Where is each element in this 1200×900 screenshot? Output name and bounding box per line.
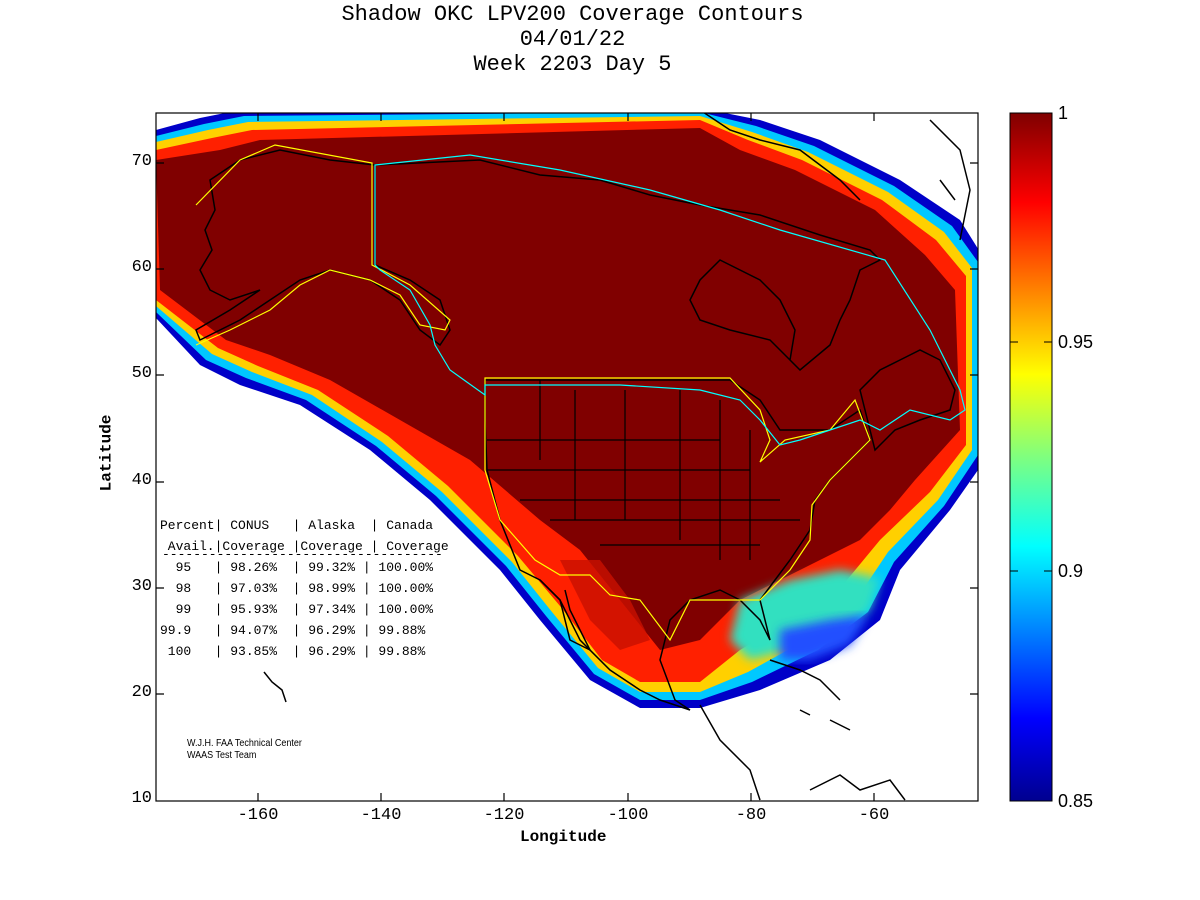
credit-line-2: WAAS Test Team [187, 750, 257, 761]
colorbar-label-max: 1 [1058, 103, 1069, 123]
chart-title-line-1: Shadow OKC LPV200 Coverage Contours [341, 2, 804, 27]
y-tick-label: 40 [131, 471, 152, 490]
chart-title-line-3: Week 2203 Day 5 [473, 52, 672, 77]
y-tick-label: 10 [131, 789, 152, 808]
chart-title-line-2: 04/01/22 [519, 27, 626, 52]
table-row: 99.9 | 94.07% | 96.29% | 99.88% [160, 623, 426, 638]
y-tick-label: 50 [131, 364, 152, 383]
table-row: 99 | 95.93% | 97.34% | 100.00% [160, 602, 434, 617]
colorbar [1009, 112, 1053, 802]
colorbar-label-min: 0.85 [1058, 791, 1094, 811]
x-tick-label: -60 [858, 806, 890, 825]
y-tick-label: 70 [131, 152, 152, 171]
table-header-1: Percent| CONUS | Alaska | Canada [160, 518, 434, 533]
x-tick-label: -120 [483, 806, 525, 825]
y-tick-label: 30 [131, 577, 152, 596]
x-tick-label: -140 [360, 806, 402, 825]
y-tick-label: 20 [131, 683, 152, 702]
table-row: 95 | 98.26% | 99.32% | 100.00% [160, 560, 434, 575]
table-row: 100 | 93.85% | 96.29% | 99.88% [160, 644, 426, 659]
colorbar-label: 0.95 [1058, 332, 1094, 352]
x-tick-label: -80 [735, 806, 767, 825]
table-row: 98 | 97.03% | 98.99% | 100.00% [160, 581, 434, 596]
contour-lowest-gulf [780, 615, 868, 660]
y-tick-label: 60 [131, 258, 152, 277]
credit-line-1: W.J.H. FAA Technical Center [187, 738, 302, 749]
contour-pocket-mexico [560, 560, 650, 650]
colorbar-ticks [1010, 341, 1052, 572]
colorbar-label: 0.9 [1058, 561, 1084, 581]
x-tick-label: -160 [237, 806, 279, 825]
x-axis-title: Longitude [520, 828, 607, 846]
region-boundaries [195, 144, 966, 642]
state-borders [487, 380, 800, 560]
plot-frame [155, 112, 979, 802]
y-axis-title: Latitude [97, 414, 116, 492]
x-tick-label: -100 [607, 806, 649, 825]
table-header-2: Avail.|Coverage |Coverage | Coverage [160, 539, 449, 554]
table-divider: ------------------------------------ [162, 547, 443, 562]
axis-ticks [156, 113, 978, 801]
